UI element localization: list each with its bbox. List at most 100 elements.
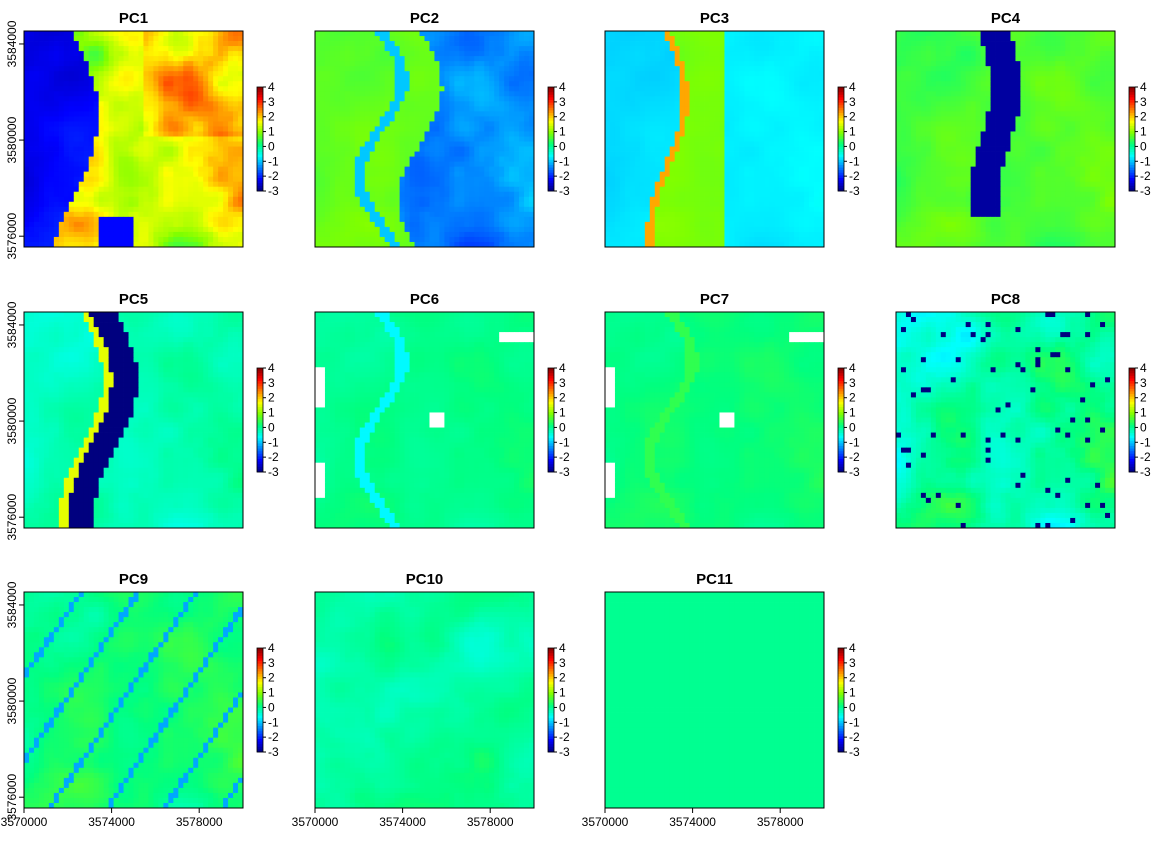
raster-cell [494, 126, 500, 132]
raster-cell [53, 221, 60, 228]
raster-cell [489, 231, 495, 238]
raster-cell [519, 131, 525, 137]
raster-cell [349, 66, 356, 72]
raster-cell [223, 61, 229, 67]
raster-cell [749, 36, 755, 42]
raster-cell [409, 56, 415, 62]
raster-cell [494, 241, 500, 248]
raster-cell [113, 136, 119, 142]
raster-cell [509, 186, 515, 193]
raster-cell [654, 41, 661, 47]
raster-cell [48, 186, 55, 193]
raster-cell [709, 136, 715, 142]
raster-cell [499, 161, 505, 168]
raster-cell [133, 76, 139, 82]
raster-cell [769, 71, 775, 77]
raster-cell [228, 96, 234, 102]
raster-cell [779, 126, 785, 132]
raster-cell [659, 111, 666, 117]
raster-cell [679, 121, 686, 127]
raster-cell [73, 211, 80, 218]
raster-cell [88, 226, 95, 233]
raster-cell [349, 231, 356, 238]
raster-cell [53, 81, 60, 87]
raster-cell [324, 206, 331, 213]
raster-cell [514, 226, 520, 233]
raster-cell [178, 151, 184, 157]
raster-cell [779, 136, 785, 142]
raster-cell [113, 156, 119, 162]
raster-cell [113, 146, 119, 152]
raster-cell [364, 86, 371, 92]
raster-cell [158, 131, 164, 137]
raster-cell [203, 106, 209, 112]
raster-cell [238, 171, 244, 178]
raster-cell [499, 121, 505, 127]
raster-cell [168, 86, 174, 92]
raster-cell [118, 241, 124, 248]
raster-cell [315, 46, 321, 52]
raster-cell [103, 126, 110, 132]
raster-cell [33, 56, 40, 62]
raster-cell [138, 231, 144, 238]
raster-cell [48, 201, 55, 208]
raster-cell [509, 156, 515, 162]
raster-cell [704, 36, 710, 42]
raster-cell [28, 106, 35, 112]
raster-cell [364, 61, 371, 67]
raster-cell [83, 81, 90, 87]
raster-cell [779, 41, 785, 47]
raster-cell [429, 61, 435, 67]
raster-cell [123, 96, 129, 102]
raster-cell [28, 96, 35, 102]
raster-cell [128, 41, 134, 47]
raster-cell [88, 31, 95, 37]
raster-cell [619, 61, 626, 67]
raster-cell [364, 161, 371, 168]
raster-cell [389, 36, 396, 42]
raster-cell [514, 126, 520, 132]
raster-cell [24, 156, 30, 162]
raster-cell [709, 101, 715, 107]
raster-cell [624, 36, 631, 42]
raster-cell [424, 31, 430, 37]
raster-cell [404, 206, 410, 213]
raster-cell [28, 156, 35, 162]
raster-cell [419, 241, 425, 248]
raster-cell [354, 216, 361, 223]
raster-cell [749, 126, 755, 132]
raster-cell [369, 131, 376, 137]
raster-cell [449, 231, 455, 238]
colorbar-step [257, 183, 263, 187]
raster-cell [148, 106, 154, 112]
raster-cell [394, 31, 401, 37]
raster-cell [73, 196, 80, 203]
raster-cell [379, 146, 386, 152]
raster-cell [664, 36, 671, 42]
raster-cell [399, 161, 405, 168]
raster-cell [434, 81, 440, 87]
raster-cell [639, 41, 646, 47]
raster-cell [414, 231, 420, 238]
raster-cell [354, 61, 361, 67]
raster-cell [734, 56, 740, 62]
raster-cell [319, 101, 326, 107]
raster-cell [399, 46, 405, 52]
raster-cell [48, 96, 55, 102]
raster-cell [744, 51, 750, 57]
raster-cell [223, 121, 229, 127]
raster-cell [369, 156, 376, 162]
raster-cell [454, 106, 460, 112]
raster-cell [223, 201, 229, 208]
raster-cell [504, 66, 510, 72]
raster-cell [324, 76, 331, 82]
raster-cell [123, 106, 129, 112]
raster-cell [499, 201, 505, 208]
raster-cell [339, 96, 346, 102]
raster-cell [429, 91, 435, 97]
raster-cell [344, 126, 351, 132]
raster-cell [439, 66, 445, 72]
raster-cell [379, 201, 386, 208]
raster-cell [178, 181, 184, 188]
raster-cell [464, 96, 470, 102]
